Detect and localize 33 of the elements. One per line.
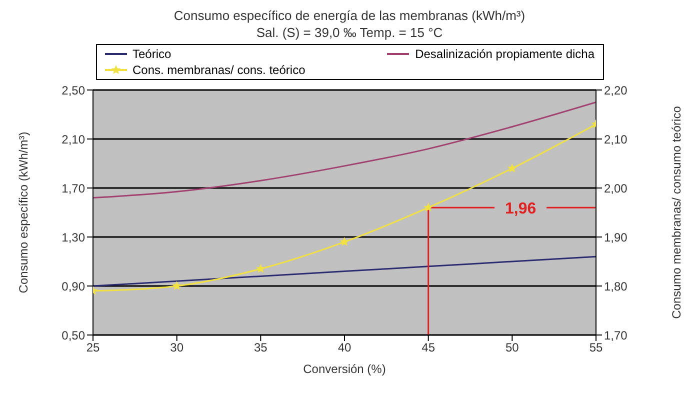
y2-tick-label: 2,10 bbox=[604, 132, 628, 146]
x-tick-label: 30 bbox=[170, 340, 184, 355]
y-tick-label: 0,50 bbox=[62, 328, 86, 342]
y-tick-label: 1,30 bbox=[62, 230, 86, 244]
legend-label: Cons. membranas/ cons. teórico bbox=[132, 63, 306, 77]
legend-label: Teórico bbox=[132, 47, 172, 61]
legend-label: Desalinización propiamente dicha bbox=[415, 47, 594, 61]
y2-tick-label: 1,70 bbox=[604, 328, 628, 342]
x-tick-label: 25 bbox=[86, 340, 100, 355]
y-axis-title: Consumo específico (kWh/m³) bbox=[16, 132, 30, 294]
x-tick-label: 40 bbox=[338, 340, 352, 355]
x-tick-label: 45 bbox=[422, 340, 436, 355]
point bbox=[256, 264, 266, 273]
chart-title: Consumo específico de energía de las membranas (kWh/m³) bbox=[172, 8, 526, 23]
y2-tick-label: 1,80 bbox=[604, 279, 628, 294]
y-tick-label: 1,70 bbox=[62, 181, 86, 196]
y-tick-label: 2,10 bbox=[62, 132, 86, 146]
x-axis-title: Conversión (%) bbox=[303, 362, 386, 376]
point bbox=[507, 163, 517, 172]
y-tick-label: 0,90 bbox=[62, 279, 86, 294]
x-tick-label: 35 bbox=[254, 340, 268, 355]
y-tick-label: 2,50 bbox=[62, 83, 86, 98]
x-tick-label: 50 bbox=[505, 340, 520, 355]
point bbox=[172, 281, 182, 290]
y2-tick-label: 2,00 bbox=[604, 181, 628, 196]
point bbox=[340, 236, 350, 246]
point bbox=[424, 202, 434, 212]
y2-tick-label: 2,20 bbox=[604, 83, 628, 98]
x-tick-label: 55 bbox=[589, 340, 603, 355]
ref-line-label: 1,96 bbox=[504, 200, 536, 218]
y2-axis-title: Consumo membranas/ consumo teórico bbox=[669, 106, 684, 319]
chart-subtitle: Sal. (S) = 39,0 ‰ Temp. = 15 °C bbox=[255, 25, 444, 40]
y2-tick-label: 1,90 bbox=[604, 230, 628, 244]
